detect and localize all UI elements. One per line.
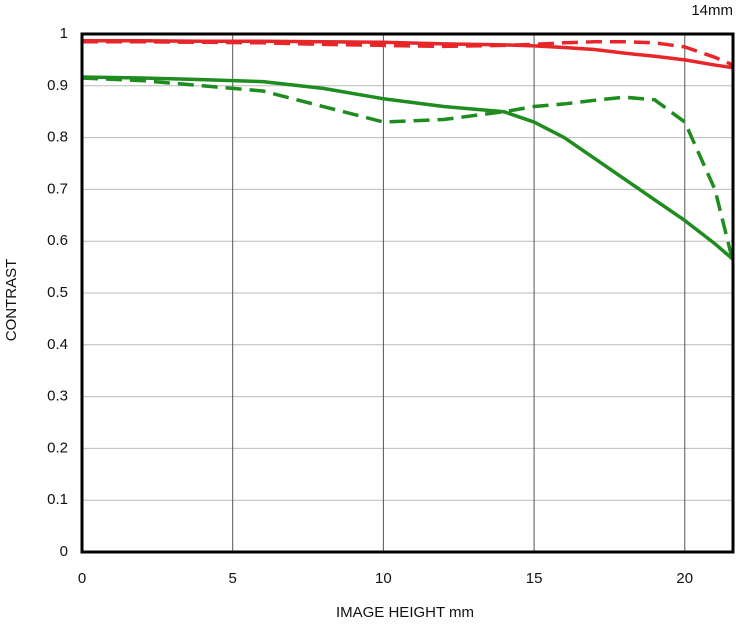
- x-tick-label: 10: [375, 570, 392, 587]
- chart-title: 14mm: [691, 2, 733, 19]
- y-tick-label: 0.2: [47, 439, 68, 456]
- y-tick-label: 0.8: [47, 129, 68, 146]
- y-tick-label: 1: [60, 25, 68, 42]
- series-line: [81, 75, 735, 261]
- x-tick-label: 0: [78, 570, 86, 587]
- y-tick-label: 0.9: [47, 77, 68, 94]
- y-tick-label: 0.6: [47, 232, 68, 249]
- y-axis-label: CONTRAST: [3, 259, 20, 342]
- y-tick-label: 0.3: [47, 388, 68, 405]
- plot-frame: [80, 32, 735, 554]
- y-tick-label: 0.1: [47, 491, 68, 508]
- y-tick-label: 0.4: [47, 336, 68, 353]
- series-line: [82, 40, 734, 67]
- x-tick-label: 5: [229, 570, 237, 587]
- y-tick-label: 0.7: [47, 180, 68, 197]
- series-line: [81, 76, 735, 263]
- x-tick-label: 15: [526, 570, 543, 587]
- y-tick-label: 0.5: [47, 284, 68, 301]
- x-tick-label: 20: [676, 570, 693, 587]
- y-tick-label: 0: [60, 543, 68, 560]
- x-axis-label: IMAGE HEIGHT mm: [336, 604, 474, 621]
